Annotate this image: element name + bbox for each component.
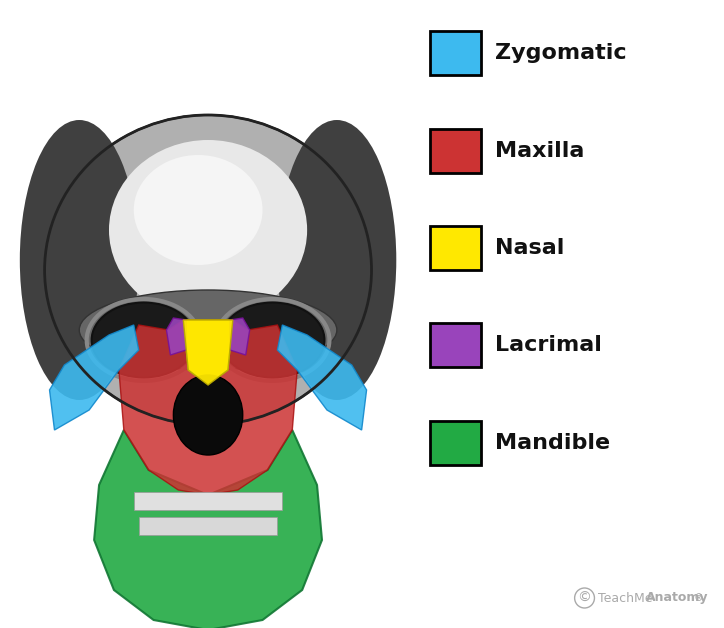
Bar [430,421,481,465]
Text: Zygomatic: Zygomatic [495,43,627,63]
Text: ©: © [578,591,592,605]
Text: ®: ® [694,593,703,603]
Text: Nasal: Nasal [495,238,565,258]
Polygon shape [277,325,366,430]
Text: Mandible: Mandible [495,433,610,453]
Bar [430,31,481,75]
Ellipse shape [20,120,139,400]
Polygon shape [183,320,233,385]
Polygon shape [183,320,233,385]
Bar [430,129,481,173]
Text: Maxilla: Maxilla [495,141,585,161]
Ellipse shape [109,140,307,320]
Polygon shape [94,430,322,628]
Bar [139,517,277,535]
Bar [430,323,481,367]
Text: Anatomy: Anatomy [646,592,709,605]
Ellipse shape [92,303,195,377]
Bar [430,226,481,270]
Ellipse shape [45,115,371,425]
Text: TeachMe: TeachMe [599,592,653,605]
Bar [134,492,282,510]
Ellipse shape [277,120,396,400]
Ellipse shape [173,375,243,455]
Text: Lacrimal: Lacrimal [495,335,602,355]
Polygon shape [119,320,298,495]
Ellipse shape [79,290,337,370]
Polygon shape [230,318,250,355]
Polygon shape [49,325,139,430]
Ellipse shape [134,155,263,265]
Polygon shape [167,318,186,355]
Ellipse shape [220,303,324,377]
